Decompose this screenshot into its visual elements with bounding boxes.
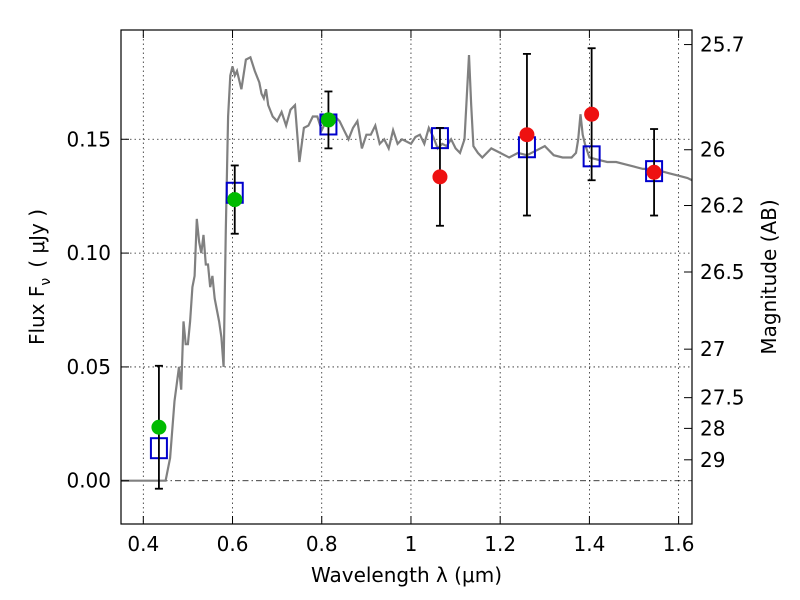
right-tick-label: 26.2 — [700, 194, 745, 218]
data-markers — [149, 47, 664, 490]
y-axis-label: Flux Fν( μJy ) — [25, 209, 54, 345]
x-axis-label: Wavelength λ (μm) — [311, 563, 502, 587]
right-tick-label: 26.5 — [700, 260, 745, 284]
right-tick-label: 25.7 — [700, 33, 745, 57]
y-axis-label-subscript: ν — [38, 278, 54, 286]
nir-flux-point — [646, 164, 662, 180]
optical-flux-point — [151, 419, 167, 435]
right-tick-label: 26 — [700, 138, 725, 162]
axis-ticks: 0.4 0.6 0.8 1 1.2 1.4 1.6 0.00 0.05 0.10 0.15 25.7 2… — [66, 30, 745, 556]
right-axis-label: Magnitude (AB) — [757, 199, 781, 354]
grid-layer — [121, 30, 692, 524]
y-tick-label: 0.15 — [66, 127, 111, 151]
optical-flux-point — [227, 192, 243, 208]
optical-flux-point — [320, 112, 336, 128]
y-tick-label: 0.10 — [66, 241, 111, 265]
x-tick-label: 1 — [405, 532, 418, 556]
right-tick-label: 28 — [700, 416, 725, 440]
right-tick-label: 27 — [700, 337, 725, 361]
y-tick-label: 0.05 — [66, 355, 111, 379]
model-spectrum-line — [121, 54, 692, 482]
nir-flux-point — [584, 106, 600, 122]
x-tick-label: 0.6 — [217, 532, 249, 556]
y-tick-label: 0.00 — [66, 469, 111, 493]
x-tick-label: 1.4 — [573, 532, 605, 556]
x-tick-label: 1.6 — [663, 532, 695, 556]
nir-flux-point — [519, 127, 535, 143]
right-tick-label: 27.5 — [700, 386, 745, 410]
x-tick-label: 1.2 — [484, 532, 516, 556]
x-tick-label: 0.8 — [306, 532, 338, 556]
nir-flux-point — [432, 169, 448, 185]
plot-frame — [120, 29, 693, 525]
x-tick-label: 0.4 — [127, 532, 159, 556]
right-tick-label: 29 — [700, 448, 725, 472]
